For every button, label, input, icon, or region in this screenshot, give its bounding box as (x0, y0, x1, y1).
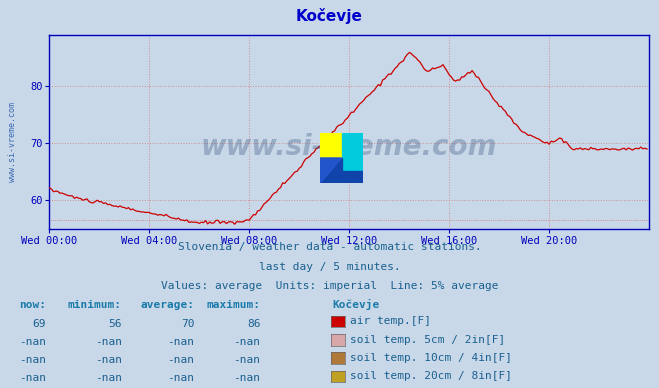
Text: -nan: -nan (19, 355, 46, 365)
Text: -nan: -nan (167, 373, 194, 383)
Text: Slovenia / weather data - automatic stations.: Slovenia / weather data - automatic stat… (178, 242, 481, 252)
Polygon shape (320, 158, 341, 183)
Text: soil temp. 20cm / 8in[F]: soil temp. 20cm / 8in[F] (350, 371, 512, 381)
Text: soil temp. 5cm / 2in[F]: soil temp. 5cm / 2in[F] (350, 334, 505, 345)
Text: -nan: -nan (95, 337, 122, 347)
Text: 86: 86 (247, 319, 260, 329)
Bar (320, 133, 341, 158)
Text: -nan: -nan (95, 355, 122, 365)
Text: now:: now: (19, 300, 46, 310)
Text: Values: average  Units: imperial  Line: 5% average: Values: average Units: imperial Line: 5%… (161, 281, 498, 291)
Text: -nan: -nan (233, 373, 260, 383)
Text: last day / 5 minutes.: last day / 5 minutes. (258, 262, 401, 272)
Text: -nan: -nan (19, 337, 46, 347)
Text: -nan: -nan (233, 355, 260, 365)
Text: www.si-vreme.com: www.si-vreme.com (8, 102, 17, 182)
Text: Kočevje: Kočevje (333, 300, 380, 310)
Text: www.si-vreme.com: www.si-vreme.com (201, 133, 498, 161)
Text: 56: 56 (109, 319, 122, 329)
Text: Kočevje: Kočevje (296, 8, 363, 24)
Text: average:: average: (140, 300, 194, 310)
Text: -nan: -nan (19, 373, 46, 383)
Text: air temp.[F]: air temp.[F] (350, 316, 431, 326)
Bar (341, 133, 363, 171)
Text: 70: 70 (181, 319, 194, 329)
Text: minimum:: minimum: (68, 300, 122, 310)
Text: 69: 69 (33, 319, 46, 329)
Text: -nan: -nan (167, 355, 194, 365)
Text: soil temp. 10cm / 4in[F]: soil temp. 10cm / 4in[F] (350, 353, 512, 363)
Text: -nan: -nan (167, 337, 194, 347)
Text: -nan: -nan (233, 337, 260, 347)
Polygon shape (320, 158, 363, 183)
Text: -nan: -nan (95, 373, 122, 383)
Text: maximum:: maximum: (206, 300, 260, 310)
